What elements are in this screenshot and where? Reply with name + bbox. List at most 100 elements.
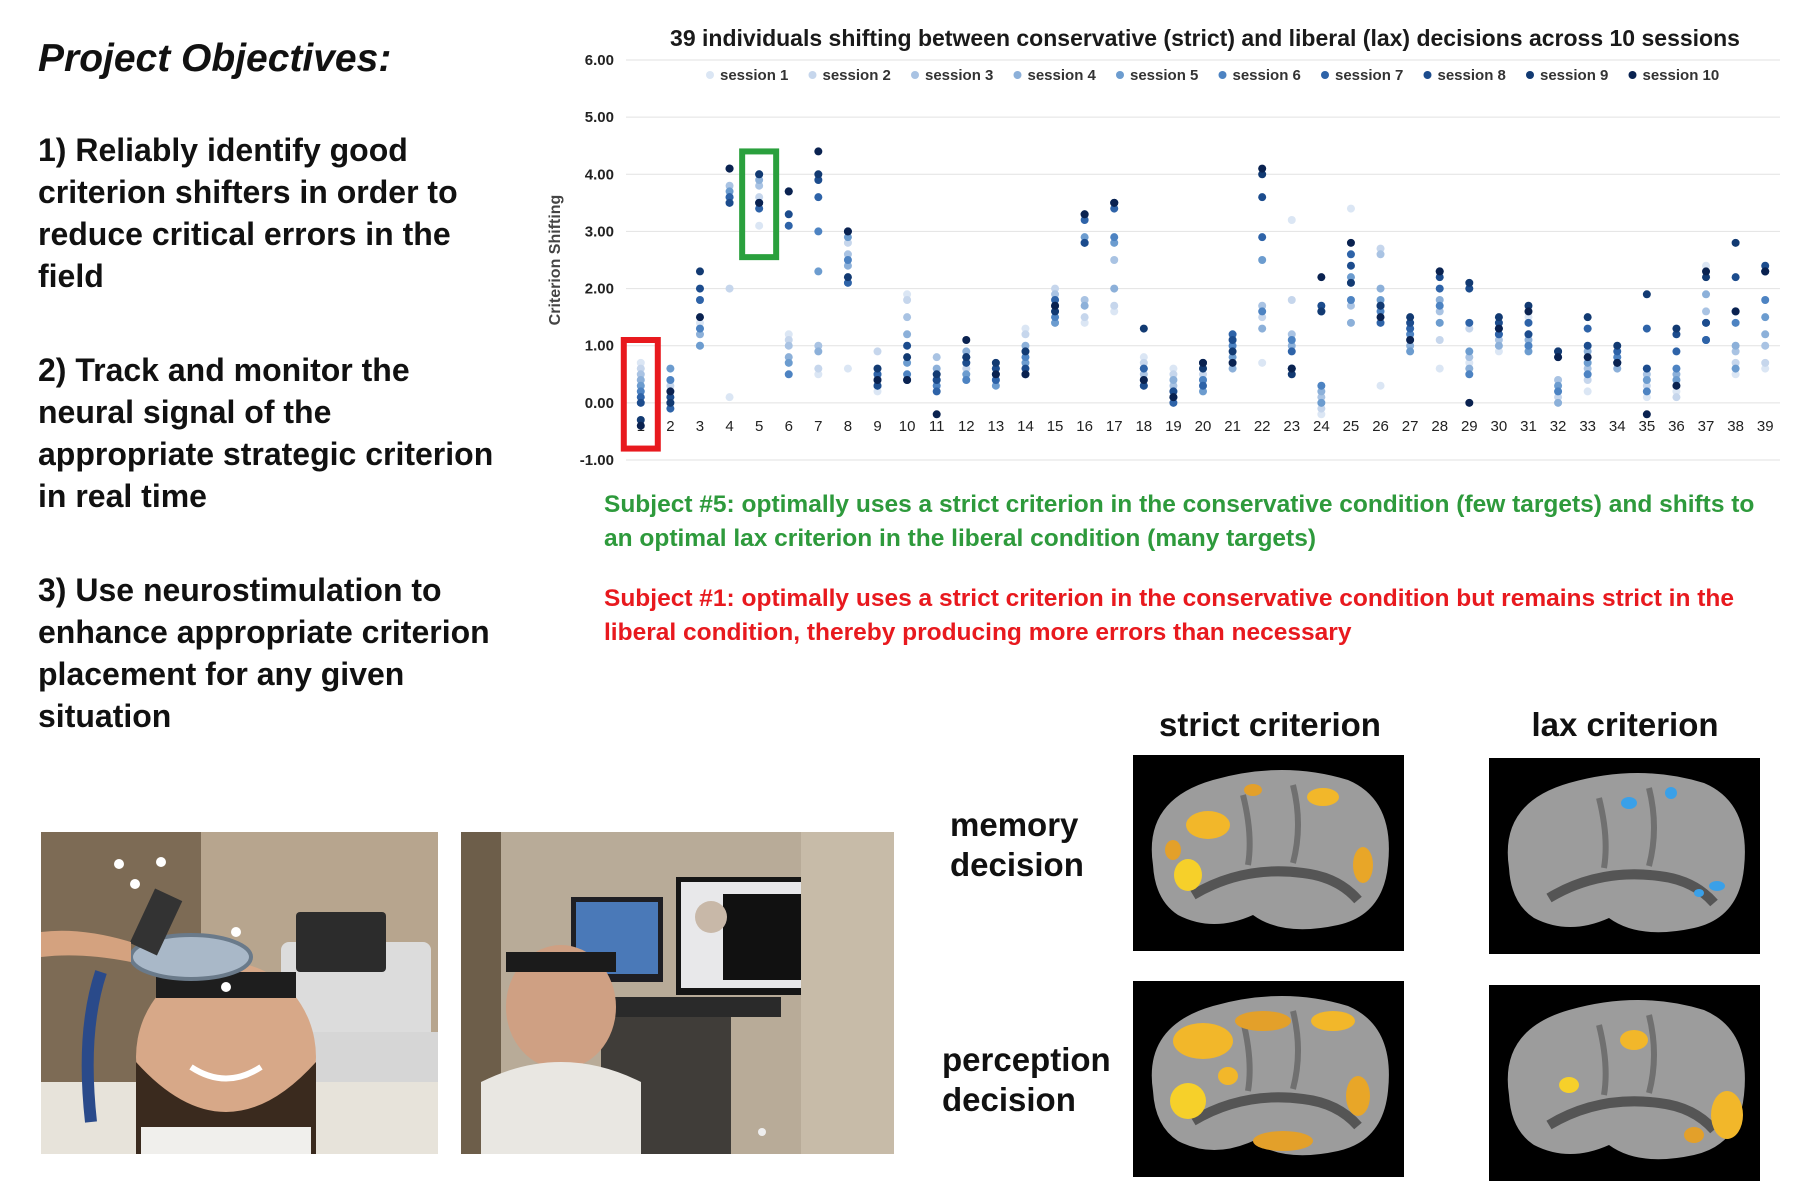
data-point (1051, 296, 1060, 304)
data-point (1139, 381, 1148, 390)
data-point (903, 370, 912, 379)
data-point (1228, 353, 1237, 362)
data-point (1021, 358, 1030, 367)
x-tick-label: 17 (1106, 418, 1123, 435)
data-point (636, 376, 645, 384)
data-point (1672, 364, 1681, 373)
data-point (1021, 370, 1030, 379)
objectives-heading: Project Objectives: (38, 37, 392, 80)
data-point (1642, 364, 1651, 373)
objective-3: 3) Use neurostimulation to enhance appro… (38, 571, 490, 734)
x-tick-label: 13 (988, 418, 1005, 435)
data-point (666, 404, 675, 413)
data-point (1169, 364, 1178, 373)
data-point (1524, 301, 1533, 310)
x-tick-label: 4 (725, 418, 733, 435)
data-point (1761, 261, 1770, 270)
data-point (1435, 273, 1444, 282)
data-point (1051, 301, 1060, 310)
data-point (1465, 278, 1474, 287)
data-point (695, 324, 704, 333)
data-point (1258, 233, 1267, 242)
data-point (903, 296, 912, 304)
data-point (725, 164, 734, 173)
data-point (843, 278, 852, 287)
legend-entry: session 8 (1438, 67, 1506, 84)
data-point (1258, 313, 1267, 322)
x-tick-label: 38 (1727, 418, 1744, 435)
x-tick-label: 39 (1757, 418, 1774, 435)
x-tick-label: 5 (755, 418, 763, 435)
data-point (1110, 284, 1119, 293)
data-point (1139, 376, 1148, 384)
legend-entry: session 4 (1028, 67, 1097, 84)
data-point (1317, 393, 1326, 402)
data-point (1317, 301, 1326, 310)
data-point (1465, 318, 1474, 327)
legend-marker (1218, 71, 1227, 79)
data-point (814, 176, 823, 184)
y-tick-label: 4.00 (585, 166, 614, 183)
data-point (1494, 347, 1503, 356)
data-point (1672, 324, 1681, 333)
data-point (1465, 353, 1474, 362)
data-point (991, 376, 1000, 384)
data-point (1672, 381, 1681, 390)
x-tick-label: 24 (1313, 418, 1330, 435)
data-point (1465, 347, 1474, 356)
data-point (962, 364, 971, 373)
data-point (962, 347, 971, 356)
data-point (1406, 313, 1415, 322)
data-point (1258, 301, 1267, 310)
x-tick-label: 3 (696, 418, 704, 435)
y-tick-label: 5.00 (585, 109, 614, 126)
data-point (1287, 296, 1296, 304)
data-point (814, 170, 823, 179)
data-point (1080, 318, 1089, 327)
data-point (1287, 364, 1296, 373)
data-point (1021, 324, 1030, 333)
data-point (873, 347, 882, 356)
data-point (1613, 353, 1622, 362)
data-point (932, 381, 941, 390)
data-point (666, 387, 675, 396)
data-point (666, 393, 675, 402)
data-point (1317, 381, 1326, 390)
data-point (1672, 376, 1681, 384)
data-point (814, 267, 823, 276)
data-point (843, 233, 852, 242)
data-point (1199, 364, 1207, 373)
data-point (1524, 341, 1533, 350)
data-point (903, 330, 912, 339)
data-point (903, 358, 912, 367)
data-point (873, 370, 882, 379)
data-point (962, 336, 971, 344)
data-point (1406, 341, 1415, 350)
y-tick-label: 2.00 (585, 281, 614, 298)
x-tick-label: 23 (1283, 418, 1300, 435)
x-tick-label: 11 (929, 418, 945, 435)
x-tick-label: 32 (1550, 418, 1567, 435)
data-point (1110, 204, 1119, 213)
data-point (755, 176, 764, 184)
legend-entry: session 1 (720, 67, 788, 84)
x-tick-label: 34 (1609, 418, 1626, 435)
data-point (1702, 273, 1711, 282)
data-point (725, 181, 734, 190)
lax-criterion-header: lax criterion (1531, 706, 1719, 743)
data-point (1287, 330, 1296, 339)
data-point (1761, 364, 1770, 373)
data-point (1169, 393, 1178, 402)
data-point (843, 227, 852, 236)
data-point (991, 358, 1000, 367)
data-point (1494, 336, 1503, 344)
data-point (903, 313, 912, 322)
tms-photo-closeup (41, 832, 438, 1154)
data-point (1169, 387, 1178, 396)
x-tick-label: 36 (1668, 418, 1685, 435)
data-point (636, 358, 645, 367)
data-point (636, 416, 645, 424)
data-point (1346, 204, 1355, 213)
data-point (666, 398, 675, 407)
data-point (1199, 387, 1207, 396)
